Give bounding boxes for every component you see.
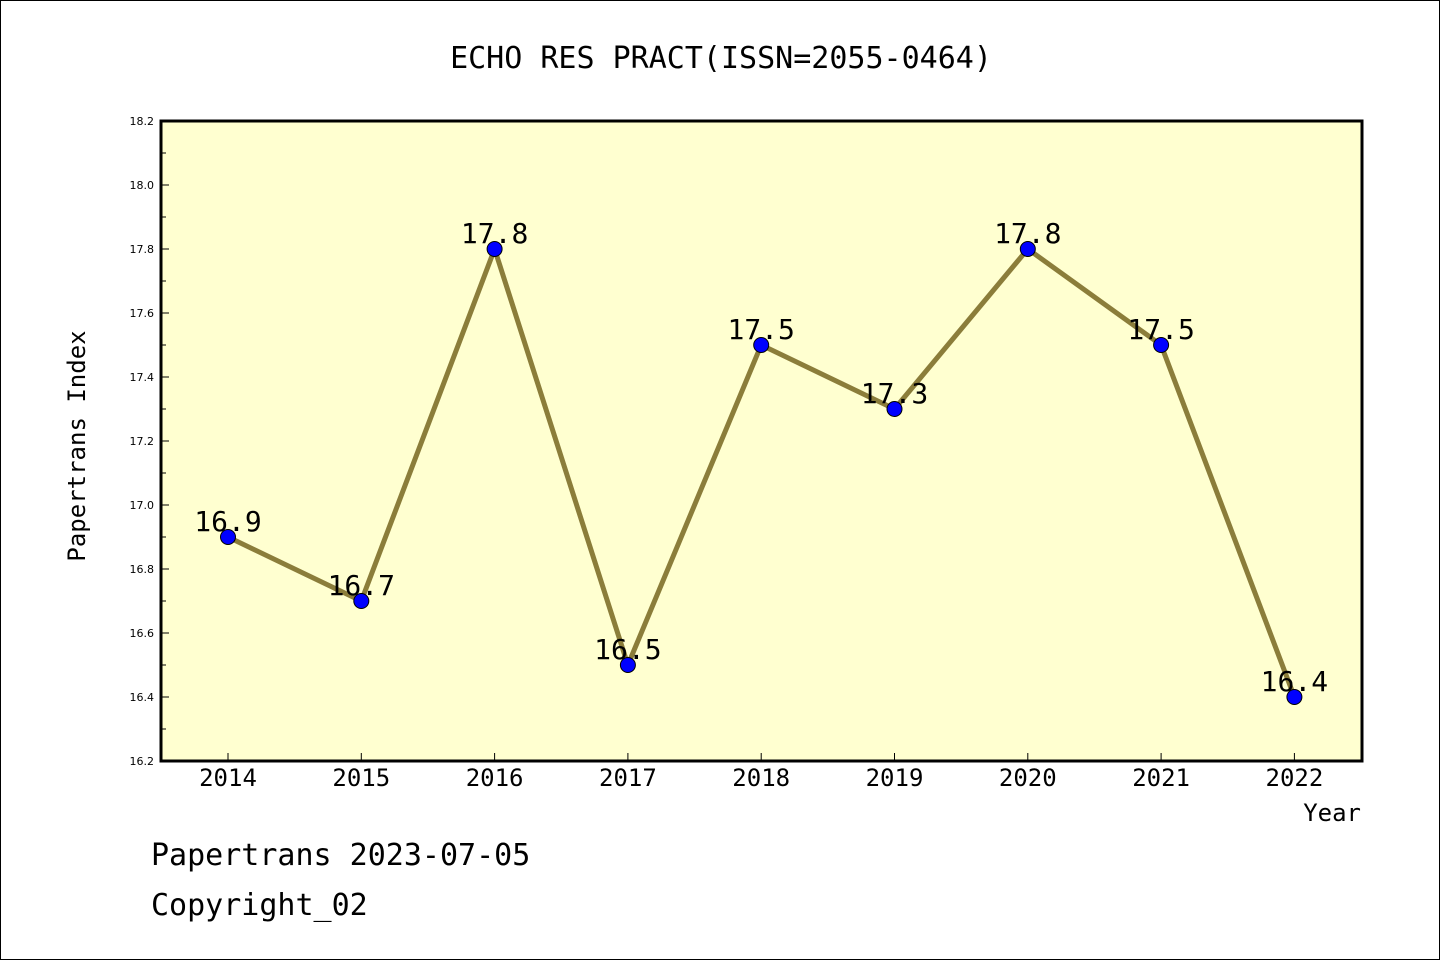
data-point	[886, 401, 903, 417]
data-point	[1019, 241, 1036, 257]
x-tick-label: 2018	[732, 764, 790, 792]
data-point	[220, 529, 236, 545]
data-label: 17.8	[461, 217, 528, 250]
data-markers	[220, 241, 1303, 705]
data-label: 16.9	[194, 505, 261, 538]
y-tick-label: 16.4	[130, 691, 155, 704]
data-point	[1286, 689, 1303, 705]
y-tick-label: 16.2	[130, 755, 155, 768]
x-tick-label: 2021	[1132, 764, 1190, 792]
data-label: 17.3	[861, 377, 928, 410]
data-label: 16.5	[594, 633, 661, 666]
data-point	[619, 657, 636, 673]
x-tick-label: 2020	[999, 764, 1057, 792]
x-tick-label: 2015	[332, 764, 390, 792]
data-label: 16.4	[1261, 665, 1328, 698]
x-tick-label: 2019	[866, 764, 924, 792]
y-tick-label: 18.0	[130, 179, 155, 192]
y-tick-label: 16.8	[130, 563, 155, 576]
x-tick-label: 2017	[599, 764, 657, 792]
data-point	[486, 241, 503, 257]
data-point	[1153, 337, 1170, 353]
x-tick-label: 2016	[466, 764, 524, 792]
chart-title: ECHO RES PRACT(ISSN=2055-0464)	[450, 41, 992, 76]
y-tick-label: 17.6	[130, 307, 155, 320]
y-tick-label: 17.8	[130, 243, 155, 256]
plot-area	[159, 119, 1364, 763]
data-label: 17.5	[727, 313, 794, 346]
x-tick-label: 2022	[1266, 764, 1324, 792]
data-point	[753, 337, 770, 353]
x-axis-label: Year	[1303, 799, 1361, 827]
data-label: 17.8	[994, 217, 1061, 250]
footer-copyright: Copyright_02	[151, 888, 368, 923]
y-tick-label: 17.0	[130, 499, 155, 512]
data-point	[353, 593, 370, 609]
x-tick-label: 2014	[199, 764, 257, 792]
y-tick-label: 16.6	[130, 627, 155, 640]
data-labels: 16.9 16.7 17.8 16.5 17.5 17.3 17.8 17.5 16.4	[194, 217, 1328, 698]
y-axis: 16.2 16.4 16.6 16.8 17.0 17.2 17.4 17.6 17.8 18.0…	[130, 115, 169, 768]
y-tick-label: 18.2	[130, 115, 155, 128]
y-tick-label: 17.4	[130, 371, 155, 384]
data-label: 16.7	[328, 569, 395, 602]
x-axis: 2014 2015 2016 2017 2018 2019 2020 2021 2022	[199, 753, 1323, 792]
y-tick-label: 17.2	[130, 435, 155, 448]
y-axis-label: Papertrans Index	[63, 330, 91, 561]
footer-date: Papertrans 2023-07-05	[151, 838, 530, 873]
data-label: 17.5	[1127, 313, 1194, 346]
